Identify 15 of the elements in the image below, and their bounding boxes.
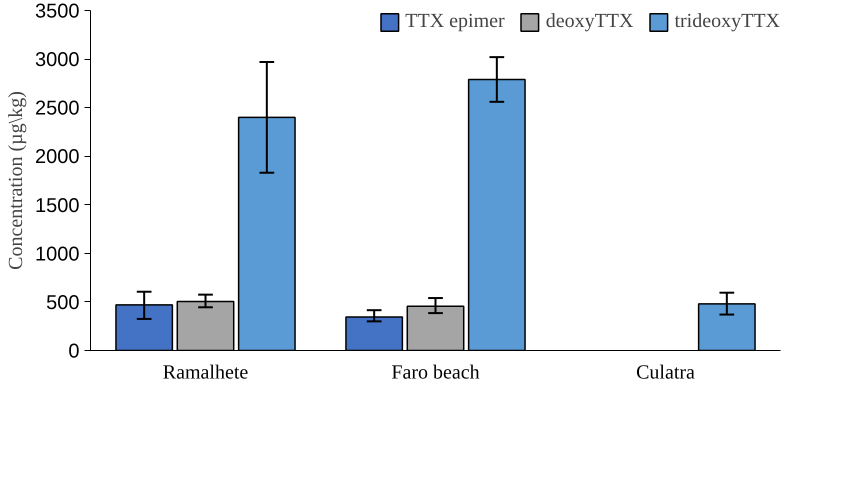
- x-tick-label: Culatra: [636, 362, 696, 384]
- y-axis-title: Concentration (µg\kg): [5, 91, 28, 270]
- y-tick-label: 2000: [35, 146, 80, 168]
- legend-label: deoxyTTX: [546, 10, 634, 33]
- legend-label: TTX epimer: [405, 10, 505, 33]
- x-tick-label: Faro beach: [391, 362, 480, 384]
- y-tick-label: 1500: [35, 194, 80, 217]
- y-tick-label: 3000: [35, 49, 80, 72]
- legend-label: trideoxyTTX: [674, 10, 780, 33]
- x-tick-label: Ramalhete: [162, 362, 248, 384]
- y-tick-label: 500: [46, 292, 80, 314]
- y-tick-label: 1000: [35, 243, 80, 266]
- y-tick-label: 3500: [35, 0, 80, 22]
- y-tick-label: 2500: [35, 98, 80, 120]
- y-tick-label: 0: [68, 340, 80, 362]
